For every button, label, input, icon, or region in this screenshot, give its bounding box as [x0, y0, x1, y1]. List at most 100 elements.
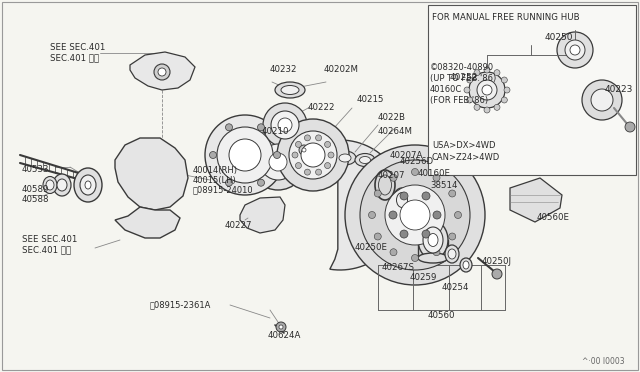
Ellipse shape: [275, 82, 305, 98]
Circle shape: [316, 169, 321, 175]
Circle shape: [209, 151, 216, 158]
Text: 40252: 40252: [450, 74, 478, 83]
Circle shape: [305, 135, 310, 141]
Text: 40560E: 40560E: [537, 214, 570, 222]
Circle shape: [557, 32, 593, 68]
Text: 40014(RH): 40014(RH): [193, 166, 238, 174]
Circle shape: [229, 139, 261, 171]
Polygon shape: [130, 52, 195, 90]
Text: 40227: 40227: [225, 221, 253, 230]
Text: 40256D: 40256D: [400, 157, 434, 167]
Text: 40222: 40222: [308, 103, 335, 112]
Text: SEC.401 参照: SEC.401 参照: [50, 54, 99, 62]
Ellipse shape: [418, 253, 448, 263]
Text: 40533: 40533: [22, 166, 49, 174]
Circle shape: [389, 211, 397, 219]
Ellipse shape: [53, 174, 71, 196]
Text: 40560: 40560: [428, 311, 456, 320]
Circle shape: [501, 77, 508, 83]
Circle shape: [494, 104, 500, 110]
Ellipse shape: [428, 234, 438, 247]
Circle shape: [276, 322, 286, 332]
Circle shape: [464, 87, 470, 93]
Circle shape: [225, 124, 232, 131]
Circle shape: [467, 97, 473, 103]
Circle shape: [504, 87, 510, 93]
Circle shape: [469, 72, 505, 108]
Text: 40160C: 40160C: [430, 86, 462, 94]
Text: 40254: 40254: [442, 283, 470, 292]
Text: SEE SEC.401: SEE SEC.401: [22, 235, 77, 244]
Circle shape: [345, 145, 485, 285]
Text: 40232: 40232: [270, 65, 298, 74]
Ellipse shape: [463, 261, 469, 269]
Polygon shape: [510, 178, 562, 222]
Circle shape: [482, 85, 492, 95]
Ellipse shape: [433, 249, 440, 256]
Ellipse shape: [281, 86, 299, 94]
Circle shape: [385, 185, 445, 245]
Circle shape: [591, 89, 613, 111]
Ellipse shape: [74, 168, 102, 202]
Text: 40250E: 40250E: [355, 244, 388, 253]
Text: (UP TO FEB.'86): (UP TO FEB.'86): [430, 74, 496, 83]
Text: USA>DX>4WD: USA>DX>4WD: [432, 141, 495, 150]
Text: ©08320-40890: ©08320-40890: [430, 64, 494, 73]
Ellipse shape: [412, 254, 419, 262]
Text: 40215: 40215: [357, 96, 385, 105]
Ellipse shape: [369, 212, 376, 218]
Text: 40160E: 40160E: [418, 170, 451, 179]
Ellipse shape: [360, 157, 371, 164]
Ellipse shape: [57, 179, 67, 191]
Bar: [428, 5, 636, 175]
Circle shape: [260, 144, 296, 180]
Ellipse shape: [397, 192, 408, 208]
Ellipse shape: [408, 209, 417, 221]
Circle shape: [263, 103, 307, 147]
Circle shape: [292, 152, 298, 158]
Circle shape: [302, 148, 306, 152]
Circle shape: [494, 70, 500, 76]
Text: SEE SEC.401: SEE SEC.401: [50, 44, 106, 52]
Circle shape: [257, 179, 264, 186]
Text: 40259: 40259: [410, 273, 437, 282]
Ellipse shape: [449, 233, 456, 240]
Circle shape: [501, 97, 508, 103]
Circle shape: [328, 152, 334, 158]
Circle shape: [257, 124, 264, 131]
Circle shape: [273, 151, 280, 158]
Text: FOR MANUAL FREE RUNNING HUB: FOR MANUAL FREE RUNNING HUB: [432, 13, 580, 22]
Ellipse shape: [85, 181, 91, 189]
Ellipse shape: [445, 245, 459, 263]
Circle shape: [279, 325, 283, 329]
Ellipse shape: [423, 227, 443, 253]
Ellipse shape: [460, 258, 472, 272]
Circle shape: [154, 64, 170, 80]
Text: 40250J: 40250J: [482, 257, 512, 266]
Circle shape: [400, 200, 430, 230]
Circle shape: [250, 134, 306, 190]
Circle shape: [422, 192, 430, 200]
Text: 40207A: 40207A: [390, 151, 424, 160]
Text: Ⓥ08915-2361A: Ⓥ08915-2361A: [150, 301, 211, 310]
Text: 40223: 40223: [605, 86, 634, 94]
Circle shape: [570, 45, 580, 55]
Ellipse shape: [355, 154, 375, 167]
Ellipse shape: [433, 174, 440, 181]
Text: SEC.401 参照: SEC.401 参照: [22, 246, 71, 254]
Circle shape: [296, 141, 301, 147]
Circle shape: [474, 70, 480, 76]
Circle shape: [324, 163, 331, 169]
Ellipse shape: [334, 151, 356, 165]
Text: 4022B: 4022B: [378, 113, 406, 122]
Ellipse shape: [418, 221, 448, 259]
Circle shape: [205, 115, 285, 195]
Text: 40202M: 40202M: [324, 65, 359, 74]
Circle shape: [467, 77, 473, 83]
Ellipse shape: [448, 249, 456, 259]
Ellipse shape: [393, 188, 411, 212]
Circle shape: [301, 143, 325, 167]
Circle shape: [625, 122, 635, 132]
Text: CAN>Z24>4WD: CAN>Z24>4WD: [432, 153, 500, 161]
Circle shape: [400, 230, 408, 238]
